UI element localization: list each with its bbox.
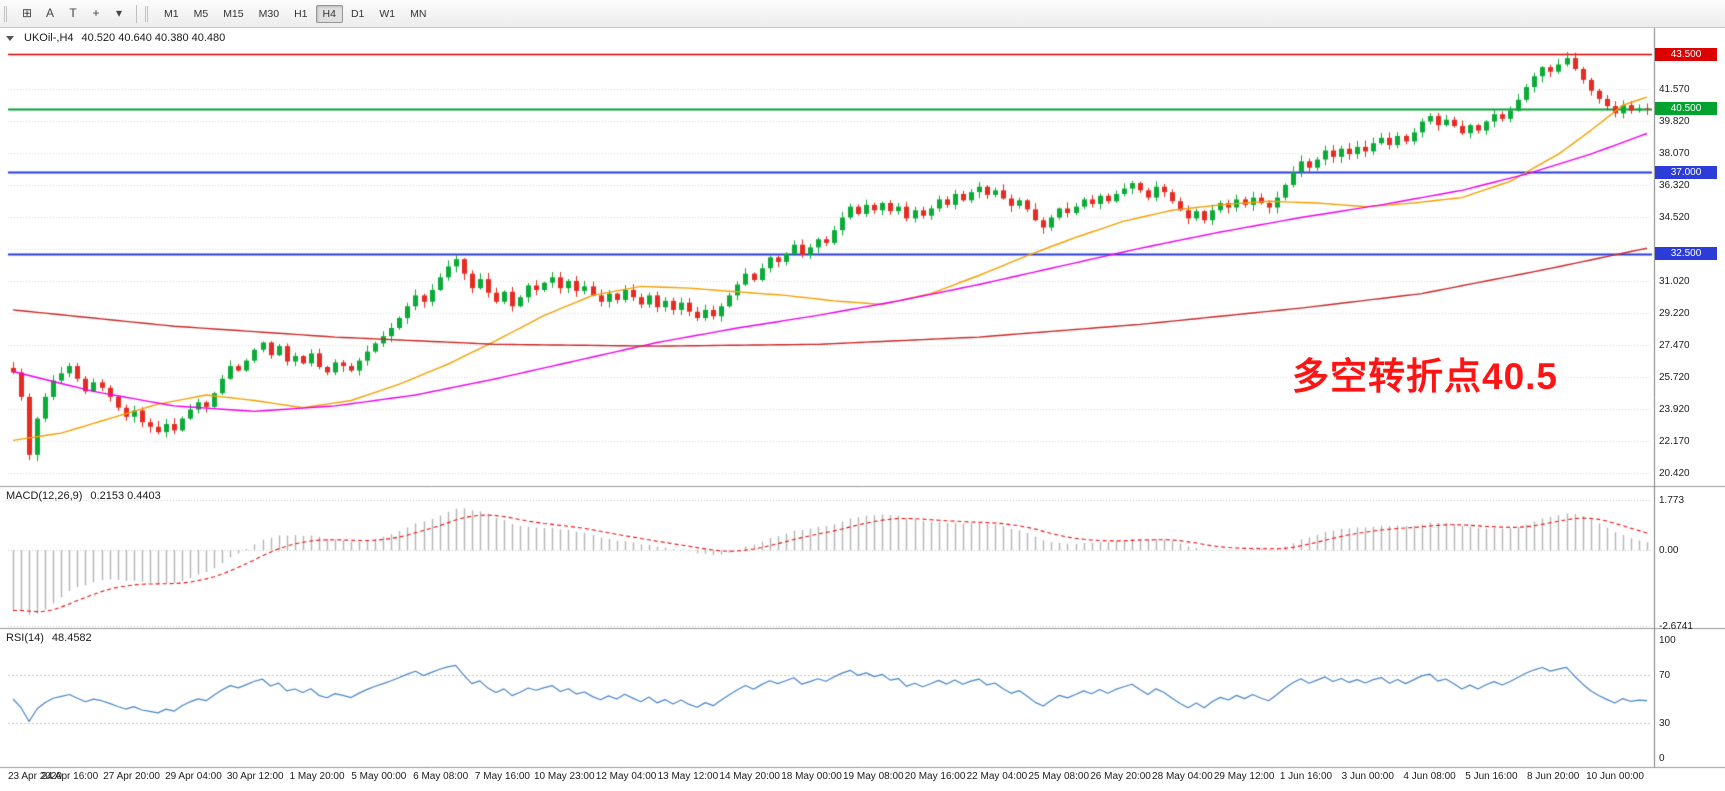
crosshair-tool-icon[interactable]: +: [92, 5, 100, 20]
timeframe-mn-button[interactable]: MN: [410, 7, 427, 20]
timeframe-h1-button[interactable]: H1: [294, 7, 308, 20]
timeframe-h4-button[interactable]: H4: [315, 4, 343, 23]
text-tool-icon[interactable]: T: [69, 5, 77, 20]
timeframe-m15-button[interactable]: M15: [223, 7, 244, 20]
timeframe-group: M1 M5 M15 M30 H1 H4 D1 W1 MN: [157, 4, 433, 23]
chart-grid-icon[interactable]: ⊞: [21, 5, 33, 20]
timeframe-m30-button[interactable]: M30: [258, 7, 280, 20]
toolbar-grip[interactable]: [145, 5, 153, 22]
drawing-tools-group: ⊞ A T + ▾: [16, 3, 130, 25]
timeframe-m5-button[interactable]: M5: [193, 7, 209, 20]
timeframe-d1-button[interactable]: D1: [350, 7, 365, 20]
objects-menu-icon[interactable]: ▾: [115, 5, 123, 20]
toolbar-separator: [136, 4, 137, 23]
timeframe-m1-button[interactable]: M1: [164, 7, 179, 20]
toolbar-grip[interactable]: [4, 5, 12, 22]
cursor-tool-icon[interactable]: A: [45, 5, 54, 20]
top-toolbar: ⊞ A T + ▾ M1 M5 M15 M30 H1 H4 D1 W1 MN: [0, 0, 1725, 28]
timeframe-w1-button[interactable]: W1: [379, 7, 396, 20]
